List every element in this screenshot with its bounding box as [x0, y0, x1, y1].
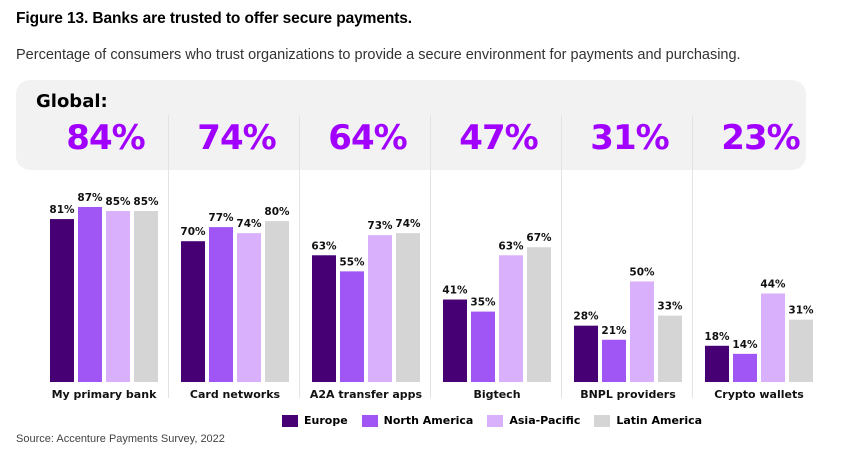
- bar-group-crypto-wallets: 18%14% 44% 31% Crypto wallets: [704, 278, 814, 401]
- bar-value-label: 81%: [49, 204, 75, 216]
- legend-item-asia-pacific: Asia-Pacific: [487, 414, 580, 427]
- bar-value-label: 85%: [133, 196, 159, 208]
- legend-item-latin-america: Latin America: [594, 414, 702, 427]
- legend-label: North America: [383, 414, 474, 427]
- bar-latin-america: [789, 319, 813, 382]
- global-value-card-networks: 74%: [197, 118, 276, 158]
- column-divider: [299, 115, 300, 398]
- bar-value-label: 63%: [311, 240, 337, 252]
- bar-group-my-primary-bank: 81%87% 85% 85%My primary bank: [49, 192, 159, 401]
- bar-value-label: 74%: [236, 218, 262, 230]
- bar-value-label: 80%: [264, 206, 290, 218]
- column-divider: [430, 115, 431, 398]
- legend-swatch: [282, 414, 298, 427]
- bar-value-label: 44%: [760, 278, 786, 290]
- bar-asia-pacific: [499, 255, 523, 382]
- bar-value-label: 70%: [180, 226, 206, 238]
- bar-value-label: 35%: [470, 297, 496, 309]
- bar-value-label: 14%: [732, 339, 758, 351]
- category-label: Bigtech: [473, 388, 520, 401]
- global-value-bigtech: 47%: [459, 118, 538, 158]
- column-divider: [561, 115, 562, 398]
- legend: Europe North America Asia-Pacific Latin …: [282, 414, 702, 427]
- column-divider: [168, 115, 169, 398]
- bar-value-label: 63%: [498, 240, 524, 252]
- category-label: Card networks: [190, 388, 281, 401]
- category-label: Crypto wallets: [714, 388, 804, 401]
- bar-group-card-networks: 70%77%74%80% Card networks: [180, 206, 290, 401]
- bar-value-label: 28%: [573, 311, 599, 323]
- legend-item-north-america: North America: [361, 414, 474, 427]
- bar-value-label: 55%: [339, 256, 365, 268]
- bar-value-label: 74%: [395, 218, 421, 230]
- bar-value-label: 31%: [788, 305, 814, 317]
- bar-value-label: 77%: [208, 212, 234, 224]
- bar-value-label: 87%: [77, 192, 103, 204]
- bar-europe: [312, 255, 336, 382]
- legend-swatch: [361, 414, 378, 427]
- bar-north-america: [733, 353, 757, 382]
- bar-asia-pacific: [106, 211, 130, 382]
- bar-europe: [443, 299, 467, 382]
- global-panel: [16, 80, 806, 170]
- legend-label: Europe: [304, 414, 348, 427]
- column-divider: [692, 115, 693, 398]
- global-label: Global:: [36, 91, 108, 112]
- bar-north-america: [602, 339, 626, 382]
- bar-europe: [705, 345, 729, 382]
- bar-europe: [181, 241, 205, 382]
- bar-group-bnpl-providers: 28%21% 50% 33% BNPL providers: [573, 266, 683, 401]
- bar-north-america: [209, 227, 233, 382]
- bar-value-label: 41%: [442, 285, 468, 297]
- bar-latin-america: [265, 221, 289, 382]
- bar-value-label: 18%: [704, 331, 730, 343]
- bar-group-a2a-transfer-apps: 63%55% 73% 74% A2A transfer apps: [310, 218, 423, 401]
- bar-value-label: 50%: [629, 266, 655, 278]
- source-note: Source: Accenture Payments Survey, 2022: [16, 433, 225, 445]
- bar-value-label: 85%: [105, 196, 131, 208]
- bar-latin-america: [396, 233, 420, 382]
- legend-label: Latin America: [616, 414, 703, 427]
- category-label: My primary bank: [52, 388, 157, 401]
- legend-label: Asia-Pacific: [509, 414, 581, 427]
- bar-latin-america: [527, 247, 551, 382]
- bar-north-america: [471, 311, 495, 382]
- global-value-crypto: 23%: [721, 118, 800, 158]
- bar-asia-pacific: [237, 233, 261, 382]
- category-label: BNPL providers: [580, 388, 676, 401]
- legend-swatch: [594, 414, 611, 427]
- category-label: A2A transfer apps: [310, 388, 423, 401]
- bar-latin-america: [658, 315, 682, 382]
- legend-swatch: [487, 414, 504, 427]
- bar-value-label: 21%: [601, 325, 627, 337]
- bar-europe: [574, 325, 598, 382]
- bar-north-america: [78, 207, 102, 382]
- bar-latin-america: [134, 211, 158, 382]
- bar-north-america: [340, 271, 364, 382]
- legend-item-europe: Europe: [282, 414, 348, 427]
- global-value-primary-bank: 84%: [66, 118, 145, 158]
- bar-group-bigtech: 41%35% 63%67% Bigtech: [442, 232, 552, 401]
- bar-asia-pacific: [761, 293, 785, 382]
- bar-europe: [50, 219, 74, 382]
- bar-value-label: 67%: [526, 232, 552, 244]
- bar-asia-pacific: [630, 281, 654, 382]
- bar-value-label: 73%: [367, 220, 393, 232]
- global-value-bnpl: 31%: [590, 118, 669, 158]
- bar-asia-pacific: [368, 235, 392, 382]
- bar-value-label: 33%: [657, 301, 683, 313]
- figure-title: Figure 13. Banks are trusted to offer se…: [16, 10, 413, 27]
- figure-subtitle: Percentage of consumers who trust organi…: [16, 47, 741, 63]
- global-value-a2a: 64%: [328, 118, 407, 158]
